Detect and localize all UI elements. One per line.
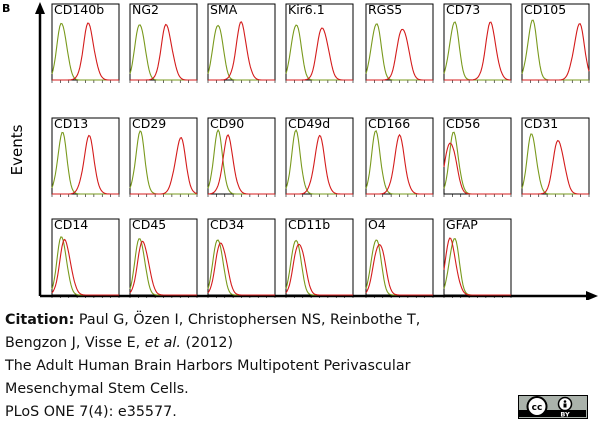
marker-histogram [366,28,433,81]
histogram-frame [51,218,120,296]
y-arrow [35,2,45,14]
histogram-frame [365,3,434,81]
marker-histogram [443,237,511,296]
cc-text: cc [532,403,543,413]
panel-marker-label: CD29 [132,116,166,131]
marker-histogram [285,243,353,296]
marker-histogram [129,240,197,296]
histogram-frame [285,117,354,195]
panel-marker-label: SMA [210,2,238,17]
panel-marker-label: CD13 [54,116,88,131]
panel-marker-label: Kir6.1 [288,2,325,17]
marker-histogram [286,27,353,81]
panel-marker-label: CD90 [210,116,244,131]
citation-line: Bengzon J, Visse E, et al. (2012) [5,332,420,355]
panel-marker-label: CD56 [446,116,480,131]
marker-histogram [522,23,590,81]
y-axis-label: Events [8,124,26,175]
panel-marker-label: CD73 [446,2,480,17]
citation-label: Citation: [5,312,75,328]
histogram-frame [521,117,590,195]
citation: Citation: Paul G, Özen I, Christophersen… [5,309,420,424]
marker-histogram [443,142,511,195]
title: The Adult Human Brain Harbors Multipoten… [5,358,411,374]
histogram-frame [285,3,354,81]
marker-histogram [208,21,275,81]
journal: PLoS ONE 7(4): e35577. [5,404,177,420]
panel-marker-label: RGS5 [368,2,402,17]
marker-histogram [51,238,119,296]
citation-line: Citation: Paul G, Özen I, Christophersen… [5,309,420,332]
authors: Bengzon J, Visse E, [5,335,141,351]
marker-histogram [52,134,119,195]
title: Mesenchymal Stem Cells. [5,381,189,397]
panel-marker-label: CD11b [288,217,330,232]
panel-marker-label: CD105 [524,2,566,17]
marker-histogram [207,242,275,296]
marker-histogram [522,139,589,195]
histogram-frame [51,3,120,81]
authors: Paul G, Özen I, Christophersen NS, Reinb… [78,312,421,328]
cc-circle [526,396,548,417]
panel-marker-label: CD166 [368,116,410,131]
histogram-frame [365,218,434,296]
badge-icons: cc BY [519,396,586,417]
marker-histogram [444,21,512,81]
marker-histogram [366,133,433,195]
panel-marker-label: CD45 [132,217,166,232]
marker-histogram [286,134,353,195]
histogram-frame [207,218,276,296]
panel-marker-label: CD140b [54,2,104,17]
panel-marker-label: CD49d [288,116,330,131]
marker-histogram [130,23,197,81]
panel-marker-label: GFAP [446,217,478,232]
panel-marker-label: O4 [368,217,386,232]
panel-marker-label: NG2 [132,2,159,17]
marker-histogram [130,137,198,195]
panel-label: B [2,2,10,15]
histogram-frame [365,117,434,195]
x-arrow [586,291,598,300]
histogram-frame [129,117,198,195]
histogram-frame [521,3,590,81]
marker-histogram [208,134,275,195]
histogram-frame [129,218,198,296]
histogram-frame [207,3,276,81]
panel-marker-label: CD34 [210,217,244,232]
year: (2012) [185,335,234,351]
marker-histogram [365,243,433,296]
histogram-frame [51,117,120,195]
marker-histogram [52,22,119,81]
figure: B Events CD140b NG2 SMA Kir6.1 RGS5 CD73 CD105… [2,2,598,300]
et-al: et al. [144,335,181,351]
panel-marker-label: CD31 [524,116,558,131]
license-badge: cc BY [518,395,588,419]
panel-marker-label: CD14 [54,217,88,232]
histogram-frame [285,218,354,296]
by-text: BY [560,411,570,418]
isotype-histogram [443,21,511,81]
